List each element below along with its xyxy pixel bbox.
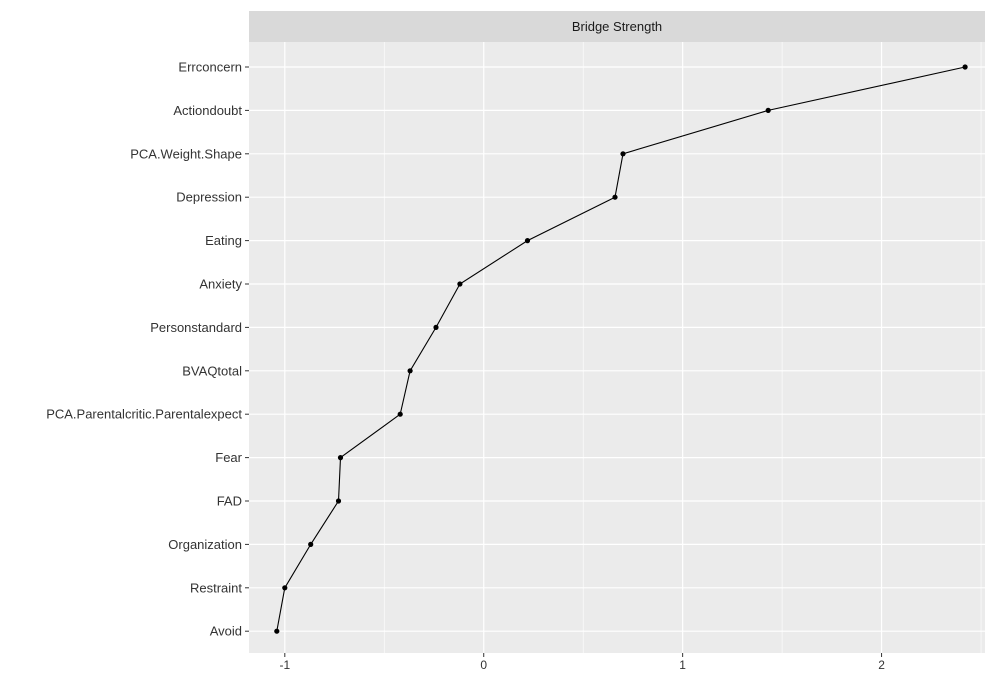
x-tick-label: 0	[480, 658, 487, 672]
y-tick-label: Depression	[176, 190, 242, 205]
data-point	[335, 498, 342, 504]
y-axis: Errconcern Actiondoubt PCA.Weight.Shape Dep…	[46, 60, 249, 639]
data-point	[397, 411, 403, 417]
data-point	[612, 194, 618, 200]
y-tick-label: Restraint	[190, 580, 242, 595]
plot-panel	[249, 42, 985, 653]
y-tick-label: Personstandard	[150, 320, 242, 335]
data-point	[620, 151, 626, 157]
series-line	[276, 66, 966, 632]
data-point	[457, 281, 463, 287]
data-point	[765, 107, 771, 113]
gridlines	[249, 42, 985, 653]
y-tick-label: Eating	[205, 233, 242, 248]
x-tick-label: 2	[878, 658, 885, 672]
data-point	[407, 368, 413, 374]
x-axis: -1 0 1 2	[279, 653, 885, 672]
y-tick-label: Anxiety	[199, 277, 242, 292]
y-tick-label: Errconcern	[178, 60, 242, 75]
y-tick-label: BVAQtotal	[182, 363, 242, 378]
y-tick-label: PCA.Parentalcritic.Parentalexpect	[46, 407, 242, 422]
facet-strip	[249, 11, 985, 42]
y-tick-label: Organization	[168, 537, 242, 552]
y-tick-label: Actiondoubt	[173, 103, 242, 118]
x-tick-label: 1	[679, 658, 686, 672]
y-tick-label: Avoid	[210, 624, 242, 639]
x-tick-label: -1	[279, 658, 290, 672]
data-point	[524, 238, 531, 244]
data-point	[308, 541, 314, 548]
data-point	[282, 585, 288, 591]
data-point	[274, 628, 280, 634]
data-point	[433, 324, 439, 330]
y-tick-label: FAD	[217, 494, 242, 509]
y-tick-label: Fear	[215, 450, 242, 465]
data-point	[962, 64, 968, 70]
y-tick-label: PCA.Weight.Shape	[130, 146, 242, 161]
series-bridge-strength	[274, 64, 968, 634]
facet-strip-title: Bridge Strength	[572, 19, 662, 34]
data-point	[337, 455, 344, 461]
